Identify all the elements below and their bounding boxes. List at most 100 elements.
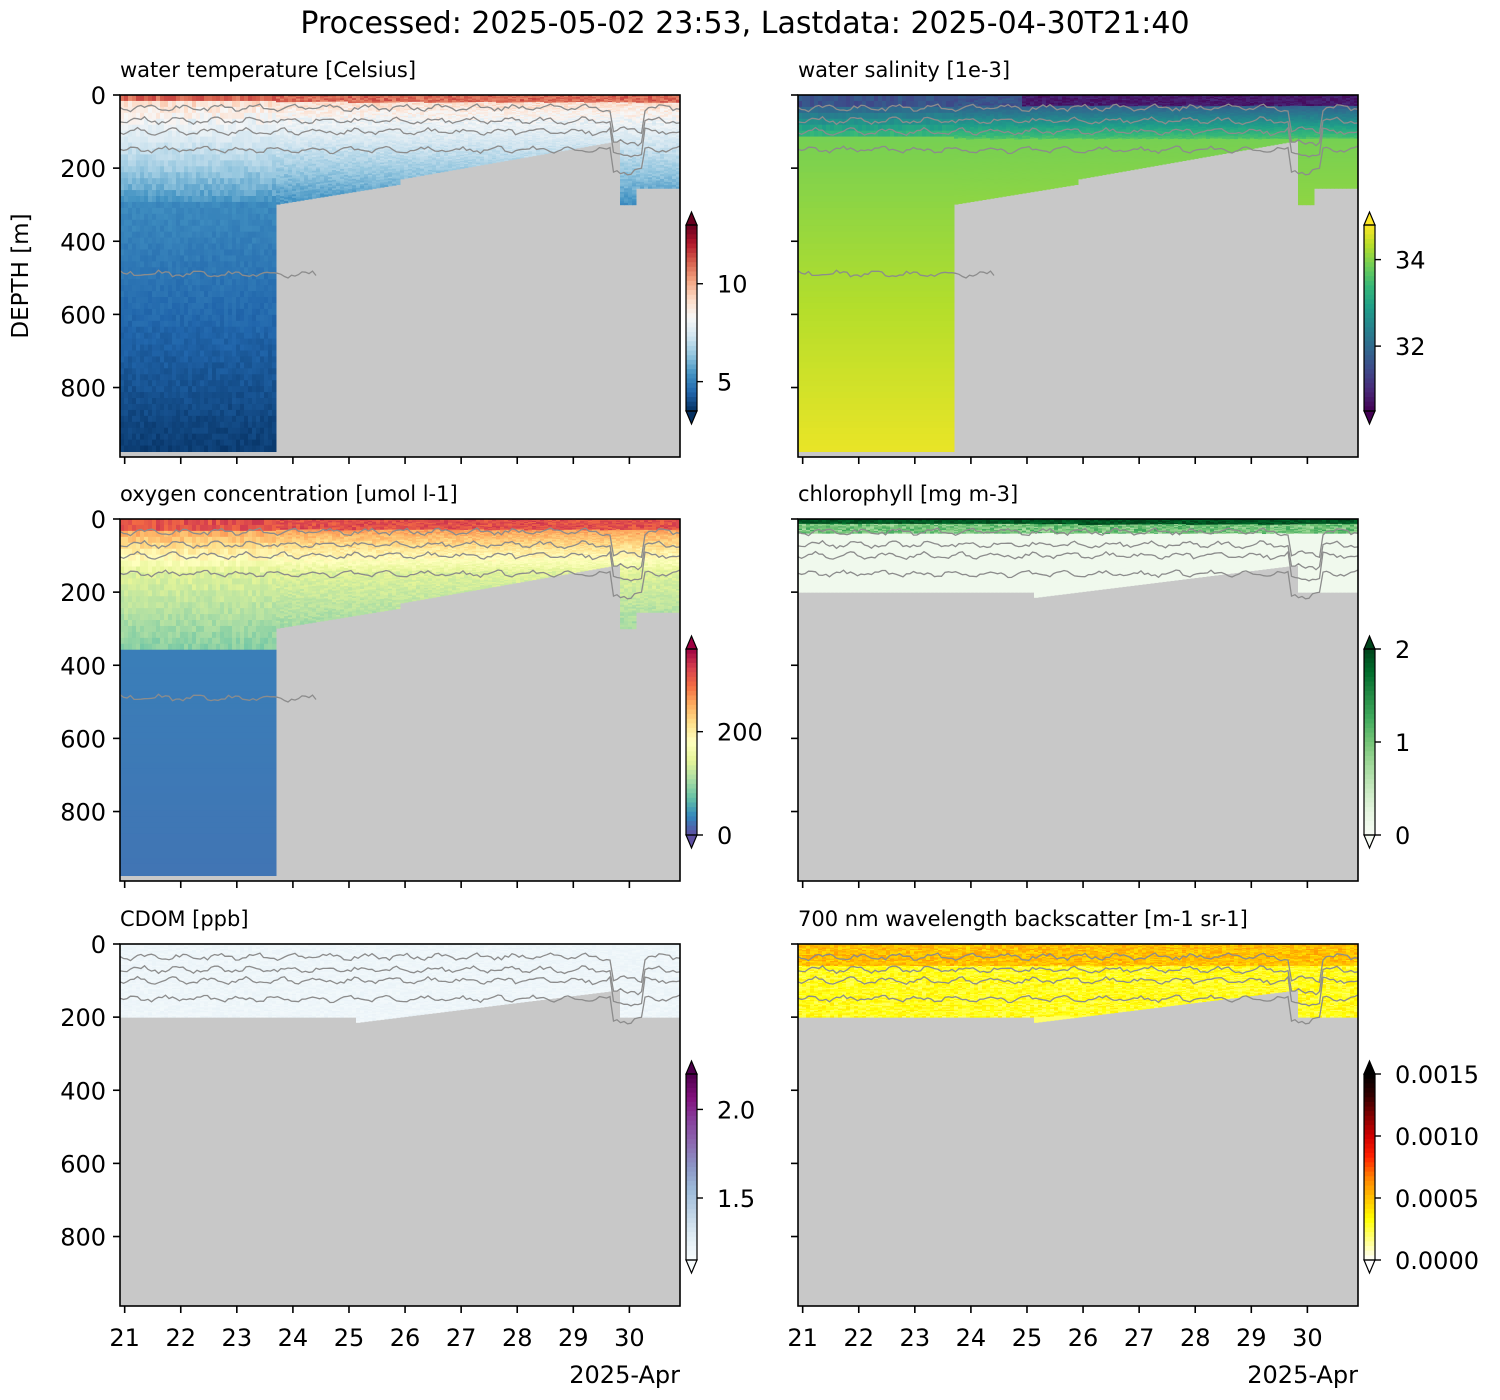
heatmap-cell — [264, 338, 269, 346]
heatmap-cell — [204, 350, 209, 357]
heatmap-cell — [224, 356, 229, 363]
heatmap-cell — [372, 175, 377, 179]
heatmap-cell — [168, 380, 173, 387]
heatmap-cell — [228, 427, 233, 435]
heatmap-cell — [144, 427, 149, 435]
heatmap-cell — [372, 124, 377, 127]
heatmap-cell — [340, 114, 345, 117]
heatmap-cell — [264, 166, 269, 173]
heatmap-cell — [368, 165, 373, 168]
heatmap-cell — [168, 243, 173, 250]
heatmap-cell — [220, 398, 225, 405]
heatmap-cell — [184, 178, 189, 185]
heatmap-cell — [248, 386, 253, 393]
heatmap-cell — [160, 237, 165, 245]
heatmap-cell — [324, 96, 329, 99]
heatmap-cell — [152, 356, 157, 363]
heatmap-cell — [356, 154, 361, 157]
heatmap-cell — [236, 112, 241, 120]
heatmap-cell — [120, 439, 125, 447]
heatmap-cell — [232, 356, 237, 363]
heatmap-cell — [228, 249, 233, 256]
heatmap-cell — [180, 439, 185, 447]
heatmap-cell — [208, 184, 213, 191]
heatmap-cell — [316, 120, 321, 123]
heatmap-cell — [328, 131, 333, 135]
heatmap-cell — [332, 105, 337, 108]
heatmap-cell — [232, 398, 237, 405]
heatmap-cell — [224, 320, 229, 328]
heatmap-cell — [168, 344, 173, 351]
heatmap-cell — [128, 338, 133, 346]
heatmap-cell — [348, 190, 353, 193]
heatmap-cell — [204, 302, 209, 310]
heatmap-cell — [284, 150, 289, 153]
heatmap-cell — [204, 409, 209, 417]
heatmap-cell — [388, 96, 393, 99]
heatmap-cell — [336, 157, 341, 161]
heatmap-cell — [244, 154, 249, 161]
heatmap-cell — [216, 267, 221, 274]
heatmap-cell — [316, 168, 321, 171]
heatmap-cell — [268, 160, 273, 167]
heatmap-cell — [240, 178, 245, 185]
heatmap-cell — [364, 167, 369, 170]
heatmap-cell — [160, 130, 165, 138]
heatmap-cell — [140, 219, 145, 227]
heatmap-cell — [324, 181, 329, 184]
heatmap-cell — [260, 332, 265, 340]
heatmap-cell — [256, 261, 261, 268]
heatmap-cell — [140, 184, 145, 191]
heatmap-cell — [312, 179, 317, 182]
heatmap-cell — [388, 157, 393, 160]
heatmap-cell — [388, 116, 393, 119]
heatmap-cell — [216, 261, 221, 268]
heatmap-cell — [300, 158, 305, 161]
heatmap-cell — [312, 143, 317, 146]
heatmap-cell — [180, 380, 185, 387]
heatmap-cell — [356, 104, 361, 107]
heatmap-cell — [148, 124, 153, 132]
heatmap-cell — [188, 439, 193, 447]
heatmap-cell — [372, 165, 377, 168]
heatmap-cell — [180, 249, 185, 256]
heatmap-cell — [252, 344, 257, 351]
heatmap-cell — [268, 201, 273, 209]
heatmap-cell — [244, 190, 249, 197]
heatmap-cell — [172, 255, 177, 262]
heatmap-cell — [376, 102, 381, 105]
heatmap-cell — [304, 164, 309, 167]
heatmap-cell — [284, 192, 289, 195]
heatmap-cell — [200, 136, 205, 144]
heatmap-cell — [260, 261, 265, 268]
heatmap-cell — [288, 171, 293, 175]
heatmap-cell — [184, 285, 189, 292]
heatmap-cell — [164, 273, 169, 280]
heatmap-cell — [340, 137, 345, 140]
heatmap-cell — [272, 100, 277, 108]
heatmap-cell — [140, 445, 145, 453]
heatmap-cell — [224, 106, 229, 114]
heatmap-cell — [176, 207, 181, 215]
heatmap-cell — [252, 350, 257, 357]
heatmap-cell — [152, 273, 157, 280]
heatmap-cell — [164, 142, 169, 149]
heatmap-cell — [172, 445, 177, 453]
heatmap-cell — [120, 302, 125, 310]
heatmap-cell — [248, 338, 253, 346]
heatmap-cell — [332, 128, 337, 131]
heatmap-cell — [380, 151, 385, 154]
heatmap-cell — [284, 157, 289, 161]
heatmap-cell — [268, 302, 273, 310]
heatmap-cell — [156, 427, 161, 435]
heatmap-cell — [236, 374, 241, 381]
heatmap-cell — [276, 154, 281, 158]
heatmap-cell — [160, 178, 165, 185]
heatmap-cell — [284, 134, 289, 137]
heatmap-cell — [204, 255, 209, 262]
heatmap-cell — [212, 326, 217, 334]
heatmap-cell — [360, 122, 365, 125]
heatmap-cell — [188, 154, 193, 161]
heatmap-cell — [196, 225, 201, 233]
heatmap-cell — [196, 285, 201, 292]
